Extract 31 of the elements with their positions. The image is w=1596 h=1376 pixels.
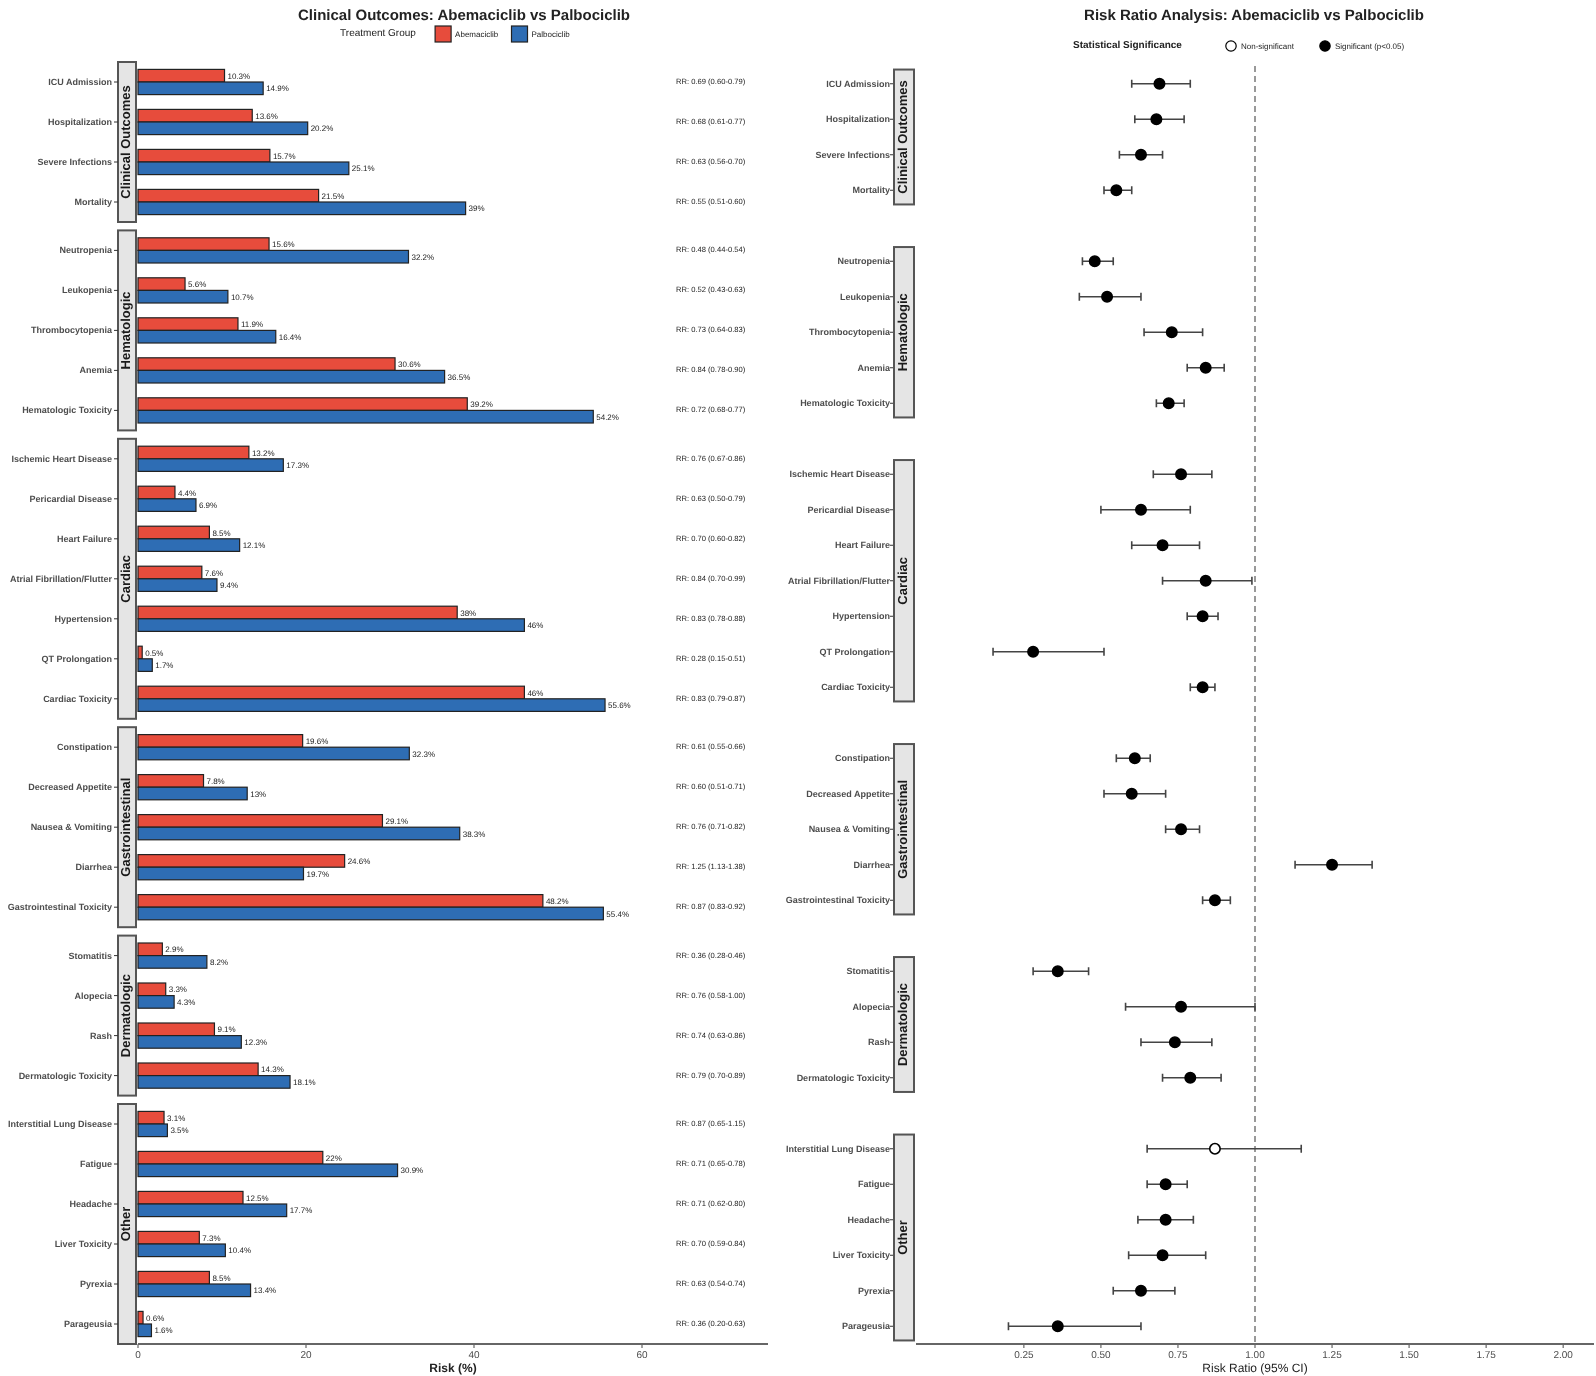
point <box>1196 610 1209 623</box>
point <box>1175 468 1188 481</box>
point <box>1128 752 1141 765</box>
point <box>1150 113 1163 126</box>
point <box>1051 1320 1064 1333</box>
point <box>1326 858 1339 871</box>
point <box>1134 148 1147 161</box>
point <box>1162 397 1175 410</box>
point <box>1110 184 1123 197</box>
point <box>1196 681 1209 694</box>
point <box>1101 290 1114 303</box>
point <box>1156 1249 1169 1262</box>
point <box>1199 574 1212 587</box>
point <box>1159 1178 1172 1191</box>
point <box>1175 823 1188 836</box>
point <box>1184 1071 1197 1084</box>
point <box>1168 1036 1181 1049</box>
point <box>1165 326 1178 339</box>
point <box>1153 77 1166 90</box>
point <box>1175 1000 1188 1013</box>
point <box>1159 1213 1172 1226</box>
point <box>1208 1142 1221 1155</box>
point <box>1156 539 1169 552</box>
point <box>1199 361 1212 374</box>
point <box>1125 787 1138 800</box>
point <box>1088 255 1101 268</box>
point <box>1027 645 1040 658</box>
point <box>1051 965 1064 978</box>
point <box>1208 894 1221 907</box>
point <box>1134 1284 1147 1297</box>
point <box>1134 503 1147 516</box>
